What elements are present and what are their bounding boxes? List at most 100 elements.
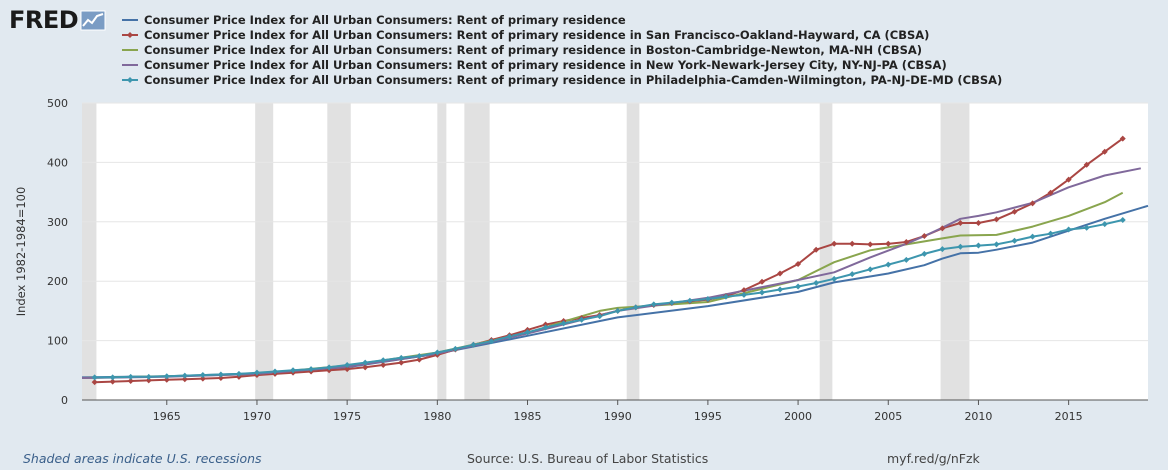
legend-swatch-icon [122, 18, 138, 21]
data-point-5 [362, 359, 369, 366]
recession-band [940, 103, 970, 400]
data-point-5 [722, 293, 729, 300]
recession-band [626, 103, 640, 400]
series-line-4 [81, 167, 1141, 379]
data-point-5 [849, 271, 856, 278]
data-point-2 [921, 233, 928, 240]
x-tick-label: 1980 [423, 410, 451, 423]
legend-swatch-icon [122, 63, 138, 66]
data-point-2 [867, 241, 874, 248]
y-tick-label: 200 [47, 275, 68, 288]
data-point-5 [668, 299, 675, 306]
data-point-2 [416, 356, 423, 363]
data-point-5 [1047, 230, 1054, 237]
data-point-5 [903, 256, 910, 263]
data-point-5 [470, 341, 477, 348]
fred-graph-icon [80, 10, 106, 31]
data-point-2 [362, 364, 369, 371]
data-point-5 [957, 243, 964, 250]
data-point-2 [145, 377, 152, 384]
data-point-2 [1047, 189, 1054, 196]
y-axis-label: Index 1982-1984=100 [14, 187, 28, 317]
legend-item-4: Consumer Price Index for All Urban Consu… [122, 57, 1002, 72]
legend-label: Consumer Price Index for All Urban Consu… [144, 12, 626, 27]
data-point-2 [993, 216, 1000, 223]
data-point-2 [1101, 148, 1108, 155]
data-point-5 [975, 242, 982, 249]
data-point-5 [524, 329, 531, 336]
data-point-2 [91, 379, 98, 386]
data-point-2 [181, 376, 188, 383]
data-point-2 [163, 376, 170, 383]
line-chart: 0 100 200 300 400 500 1965 1970 1975 1980 1985 1990… [14, 97, 1149, 423]
data-point-5 [253, 369, 260, 376]
recession-band [819, 103, 833, 400]
data-point-5 [921, 250, 928, 257]
fred-logo[interactable]: FRED [9, 7, 106, 33]
data-point-2 [217, 375, 224, 382]
data-point-2 [795, 260, 802, 267]
recession-band [437, 103, 447, 400]
data-point-2 [1083, 161, 1090, 168]
data-point-5 [235, 370, 242, 377]
data-point-2 [398, 359, 405, 366]
x-tick-label: 1985 [514, 410, 542, 423]
data-point-5 [1119, 217, 1126, 224]
data-point-5 [560, 320, 567, 327]
data-point-5 [831, 275, 838, 282]
x-tick-label: 2010 [964, 410, 992, 423]
data-point-2 [344, 366, 351, 373]
data-point-2 [740, 287, 747, 294]
data-point-5 [344, 361, 351, 368]
data-point-5 [993, 241, 1000, 248]
data-point-5 [271, 368, 278, 375]
data-point-5 [813, 279, 820, 286]
data-point-5 [650, 301, 657, 308]
data-point-5 [398, 354, 405, 361]
data-point-2 [1029, 200, 1036, 207]
data-point-5 [596, 313, 603, 320]
data-point-5 [91, 374, 98, 381]
data-point-5 [506, 333, 513, 340]
recession-band [464, 103, 490, 400]
legend-label: Consumer Price Index for All Urban Consu… [144, 27, 930, 42]
legend-swatch-icon [122, 76, 138, 83]
data-point-5 [704, 296, 711, 303]
x-tick-label: 1965 [153, 410, 181, 423]
data-point-2 [939, 225, 946, 232]
fred-logo-text: FRED [9, 6, 79, 34]
data-point-2 [831, 240, 838, 247]
data-point-5 [740, 291, 747, 298]
x-tick-label: 2000 [784, 410, 812, 423]
recession-band [327, 103, 351, 400]
data-point-5 [1011, 237, 1018, 244]
data-point-2 [975, 219, 982, 226]
data-point-5 [380, 357, 387, 364]
legend-label: Consumer Price Index for All Urban Consu… [144, 42, 923, 57]
data-point-5 [939, 246, 946, 253]
data-point-2 [1065, 176, 1072, 183]
data-point-5 [145, 373, 152, 380]
data-point-2 [1119, 135, 1126, 142]
data-point-5 [452, 345, 459, 352]
legend-item-5: Consumer Price Index for All Urban Consu… [122, 72, 1002, 87]
data-point-2 [127, 377, 134, 384]
data-point-5 [326, 364, 333, 371]
data-point-5 [1029, 233, 1036, 240]
data-point-5 [163, 373, 170, 380]
legend-item-3: Consumer Price Index for All Urban Consu… [122, 42, 1002, 57]
data-point-2 [199, 375, 206, 382]
legend-item-2: Consumer Price Index for All Urban Consu… [122, 27, 1002, 42]
x-tick-label: 2015 [1055, 410, 1083, 423]
data-point-2 [109, 378, 116, 385]
recession-band [255, 103, 274, 400]
data-point-5 [181, 372, 188, 379]
data-point-5 [542, 324, 549, 331]
data-point-2 [380, 361, 387, 368]
legend-label: Consumer Price Index for All Urban Consu… [144, 57, 947, 72]
data-point-2 [1011, 208, 1018, 215]
data-point-5 [885, 261, 892, 268]
data-point-5 [1065, 226, 1072, 233]
data-point-2 [903, 238, 910, 245]
short-link[interactable]: myf.red/g/nFzk [887, 451, 980, 466]
